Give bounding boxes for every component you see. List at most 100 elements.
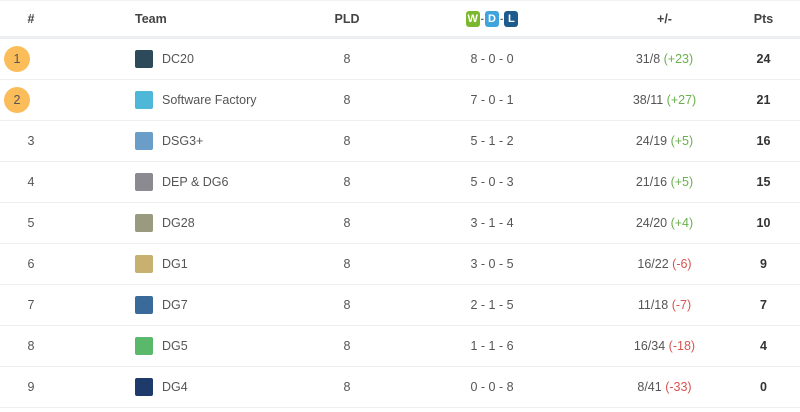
- goals-score: 16/22: [637, 257, 669, 271]
- team-name[interactable]: DG28: [162, 216, 195, 230]
- points: 7: [727, 284, 800, 326]
- team-logo-icon: [135, 296, 153, 314]
- win-draw-loss: 5 - 1 - 2: [382, 120, 602, 162]
- goal-difference: (+5): [670, 134, 694, 148]
- played: 8: [312, 243, 382, 285]
- team-name[interactable]: DSG3+: [162, 134, 204, 148]
- goals-score: 8/41: [637, 380, 662, 394]
- team-cell[interactable]: DG1: [62, 255, 312, 273]
- goal-difference: (-7): [671, 298, 692, 312]
- win-badge: W: [465, 10, 480, 27]
- points: 21: [727, 79, 800, 121]
- header-rank[interactable]: #: [0, 0, 62, 39]
- win-draw-loss: 1 - 1 - 6: [382, 325, 602, 367]
- table-row[interactable]: 5 DG28 8 3 - 1 - 4 24/20 (+4) 10: [0, 202, 800, 244]
- points: 24: [727, 37, 800, 80]
- table-row[interactable]: 7 DG7 8 2 - 1 - 5 11/18 (-7) 7: [0, 284, 800, 326]
- played: 8: [312, 120, 382, 162]
- goals-score: 38/11: [632, 93, 664, 107]
- team-cell[interactable]: DSG3+: [62, 132, 312, 150]
- win-draw-loss: 3 - 1 - 4: [382, 202, 602, 244]
- goals-score: 31/8: [635, 52, 661, 66]
- team-name[interactable]: DC20: [162, 52, 194, 66]
- goals-score: 24/19: [635, 134, 668, 148]
- table-row[interactable]: 4 DEP & DG6 8 5 - 0 - 3 21/16 (+5) 15: [0, 161, 800, 203]
- rank: 3: [27, 134, 35, 148]
- team-cell[interactable]: DEP & DG6: [62, 173, 312, 191]
- team-cell[interactable]: DG28: [62, 214, 312, 232]
- goals-score: 24/20: [635, 216, 668, 230]
- goals-score: 11/18: [637, 298, 669, 312]
- played: 8: [312, 366, 382, 408]
- table-row[interactable]: 2 Software Factory 8 7 - 0 - 1 38/11 (+2…: [0, 79, 800, 121]
- team-name[interactable]: Software Factory: [162, 93, 257, 107]
- team-logo-icon: [135, 255, 153, 273]
- played: 8: [312, 37, 382, 80]
- win-draw-loss: 8 - 0 - 0: [382, 37, 602, 80]
- header-wdl[interactable]: W-D-L: [382, 0, 602, 39]
- team-logo-icon: [135, 337, 153, 355]
- team-name[interactable]: DEP & DG6: [162, 175, 229, 189]
- rank: 4: [27, 175, 35, 189]
- goal-difference: (-6): [672, 257, 692, 271]
- table-row[interactable]: 1 DC20 8 8 - 0 - 0 31/8 (+23) 24: [0, 37, 800, 80]
- separator: -: [500, 13, 504, 25]
- win-draw-loss: 3 - 0 - 5: [382, 243, 602, 285]
- table-row[interactable]: 6 DG1 8 3 - 0 - 5 16/22 (-6) 9: [0, 243, 800, 285]
- played: 8: [312, 284, 382, 326]
- team-logo-icon: [135, 214, 153, 232]
- win-draw-loss: 0 - 0 - 8: [382, 366, 602, 408]
- team-logo-icon: [135, 50, 153, 68]
- team-logo-icon: [135, 91, 153, 109]
- played: 8: [312, 161, 382, 203]
- team-cell[interactable]: DG5: [62, 337, 312, 355]
- separator: -: [480, 13, 484, 25]
- points: 10: [727, 202, 800, 244]
- table-row[interactable]: 8 DG5 8 1 - 1 - 6 16/34 (-18) 4: [0, 325, 800, 367]
- points: 15: [727, 161, 800, 203]
- team-cell[interactable]: DC20: [62, 50, 312, 68]
- header-team[interactable]: Team: [62, 0, 312, 39]
- header-points[interactable]: Pts: [727, 0, 800, 39]
- loss-badge: L: [504, 10, 519, 27]
- goals-score: 16/34: [633, 339, 666, 353]
- team-cell[interactable]: DG4: [62, 378, 312, 396]
- points: 0: [727, 366, 800, 408]
- rank: 5: [27, 216, 35, 230]
- played: 8: [312, 325, 382, 367]
- rank: 1: [4, 46, 30, 72]
- points: 4: [727, 325, 800, 367]
- team-name[interactable]: DG5: [162, 339, 188, 353]
- rank: 8: [27, 339, 35, 353]
- goals-score: 21/16: [635, 175, 668, 189]
- played: 8: [312, 79, 382, 121]
- team-logo-icon: [135, 173, 153, 191]
- points: 16: [727, 120, 800, 162]
- goal-difference: (+5): [670, 175, 694, 189]
- table-row[interactable]: 9 DG4 8 0 - 0 - 8 8/41 (-33) 0: [0, 366, 800, 408]
- table-row[interactable]: 3 DSG3+ 8 5 - 1 - 2 24/19 (+5) 16: [0, 120, 800, 162]
- header-goal-diff[interactable]: +/-: [602, 0, 727, 39]
- goal-difference: (-33): [665, 380, 692, 394]
- team-cell[interactable]: Software Factory: [62, 91, 312, 109]
- goal-difference: (+4): [670, 216, 694, 230]
- rank: 2: [4, 87, 30, 113]
- points: 9: [727, 243, 800, 285]
- header-row: # Team PLD W-D-L +/- Pts: [0, 0, 800, 39]
- rank: 6: [27, 257, 35, 271]
- rank: 9: [27, 380, 35, 394]
- played: 8: [312, 202, 382, 244]
- goal-difference: (+27): [666, 93, 697, 107]
- team-logo-icon: [135, 378, 153, 396]
- win-draw-loss: 5 - 0 - 3: [382, 161, 602, 203]
- team-name[interactable]: DG4: [162, 380, 188, 394]
- team-name[interactable]: DG7: [162, 298, 188, 312]
- win-draw-loss: 2 - 1 - 5: [382, 284, 602, 326]
- team-cell[interactable]: DG7: [62, 296, 312, 314]
- draw-badge: D: [485, 10, 499, 27]
- team-logo-icon: [135, 132, 153, 150]
- win-draw-loss: 7 - 0 - 1: [382, 79, 602, 121]
- team-name[interactable]: DG1: [162, 257, 188, 271]
- header-pld[interactable]: PLD: [312, 0, 382, 39]
